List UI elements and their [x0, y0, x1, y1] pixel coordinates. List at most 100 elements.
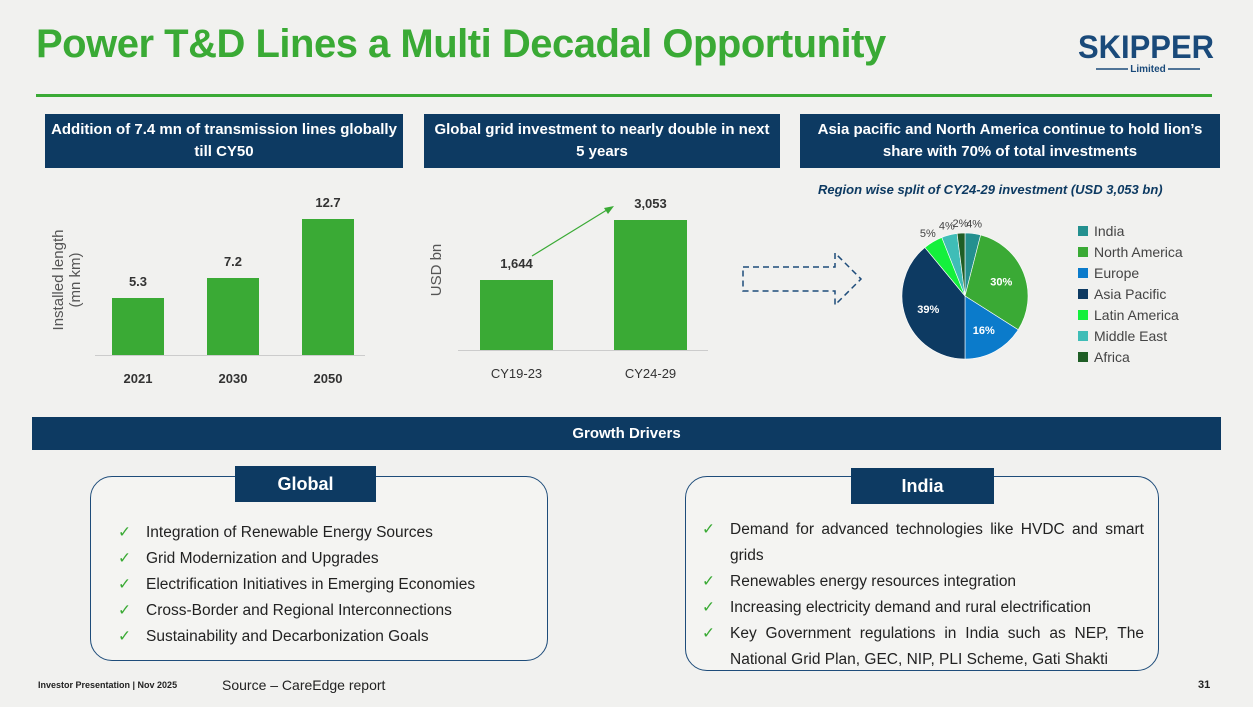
check-icon: ✓	[702, 625, 715, 642]
growth-arrow	[531, 206, 614, 257]
global-tab: Global	[235, 466, 376, 502]
driver-item: ✓ Increasing electricity demand and rural…	[702, 595, 1144, 621]
legend-label: North America	[1094, 243, 1183, 260]
bar-2030	[207, 277, 259, 355]
pie-data-label: 5%	[920, 228, 936, 240]
legend-item-asia-pacific: Asia Pacific	[1078, 283, 1183, 304]
check-icon: ✓	[702, 573, 715, 590]
category-label: 2021	[123, 371, 153, 386]
bar-value-label: 3,053	[634, 196, 667, 212]
legend-item-africa: Africa	[1078, 346, 1183, 367]
check-icon: ✓	[118, 602, 131, 619]
legend-swatch	[1078, 330, 1088, 341]
legend-label: Latin America	[1094, 306, 1179, 323]
legend-swatch	[1078, 267, 1088, 278]
chart2-axis	[458, 350, 708, 351]
chart2-ylabel: USD bn	[428, 243, 445, 297]
bar-value-label: 12.7	[315, 194, 341, 210]
header-grid-investment: Global grid investment to nearly double …	[424, 114, 780, 168]
driver-text: Renewables energy resources integration	[730, 573, 1017, 590]
check-icon: ✓	[702, 521, 715, 538]
driver-item: ✓ Renewables energy resources integration	[702, 569, 1144, 595]
pie-chart: 4%30%16%39%5%4%2%	[901, 218, 1029, 360]
driver-text: Grid Modernization and Upgrades	[146, 550, 379, 567]
check-icon: ✓	[118, 576, 131, 593]
legend-label: Asia Pacific	[1094, 285, 1167, 302]
driver-text: Sustainability and Decarbonization Goals	[146, 628, 429, 645]
india-list: ✓ Demand for advanced technologies like H…	[702, 517, 1144, 673]
source-note: Source – CareEdge report	[222, 677, 386, 693]
legend-item-north-america: North America	[1078, 241, 1183, 262]
pie-data-label: 4%	[939, 220, 955, 232]
pie-data-label: 39%	[917, 304, 939, 316]
footer-label: Investor Presentation | Nov 2025	[38, 680, 178, 690]
pie-slice-north-america	[964, 234, 1029, 331]
check-icon: ✓	[118, 550, 131, 567]
pie-slice-asia-pacific	[901, 247, 966, 360]
legend-swatch	[1078, 288, 1088, 299]
pie-data-label: 2%	[952, 218, 968, 230]
title-divider	[36, 94, 1212, 97]
chart1-ylabel: Installed length (mn km)	[50, 229, 84, 331]
svg-text:SKIPPER: SKIPPER	[1078, 29, 1214, 65]
category-label: CY24-29	[624, 366, 677, 381]
driver-text: Cross-Border and Regional Interconnectio…	[146, 602, 452, 619]
growth-drivers-banner: Growth Drivers	[32, 417, 1221, 450]
legend-label: Middle East	[1094, 327, 1168, 344]
driver-item: ✓ Demand for advanced technologies like H…	[702, 517, 1144, 569]
bar-2021	[112, 298, 164, 355]
header-transmission-lines: Addition of 7.4 mn of transmission lines…	[45, 114, 403, 168]
check-icon: ✓	[118, 524, 131, 541]
header-region-share: Asia pacific and North America continue …	[800, 114, 1220, 168]
driver-text: Integration of Renewable Energy Sources	[146, 524, 433, 541]
legend-item-latin-america: Latin America	[1078, 304, 1183, 325]
dashed-arrow-icon	[742, 251, 863, 307]
driver-text: Demand for advanced technologies like HV…	[730, 521, 1144, 564]
skipper-logo: SKIPPER Limited	[1078, 29, 1214, 74]
legend-swatch	[1078, 246, 1088, 257]
legend-item-middle-east: Middle East	[1078, 325, 1183, 346]
driver-item: ✓ Electrification Initiatives in Emerging…	[118, 572, 538, 598]
pie-legend: India North America Europe Asia Pacific Lati…	[1078, 220, 1183, 367]
page-title: Power T&D Lines a Multi Decadal Opportun…	[36, 22, 886, 66]
bar-CY24-29	[614, 220, 687, 350]
driver-item: ✓ Grid Modernization and Upgrades	[118, 546, 538, 572]
bar-value-label: 5.3	[128, 274, 148, 290]
legend-label: Africa	[1094, 348, 1130, 365]
category-label: CY19-23	[490, 366, 543, 381]
india-panel	[685, 476, 1159, 671]
pie-data-label: 4%	[966, 219, 982, 231]
legend-swatch	[1078, 225, 1088, 236]
driver-text: Electrification Initiatives in Emerging …	[146, 576, 476, 593]
legend-item-europe: Europe	[1078, 262, 1183, 283]
category-label: 2030	[218, 371, 248, 386]
pie-title: Region wise split of CY24-29 investment …	[818, 182, 1163, 197]
bar-value-label: 1,644	[500, 256, 533, 272]
page-number: 31	[1198, 679, 1211, 691]
pie-slice-africa	[956, 232, 966, 297]
svg-text:Limited: Limited	[1130, 64, 1166, 74]
check-icon: ✓	[118, 628, 131, 645]
legend-label: Europe	[1094, 264, 1140, 281]
driver-text: Increasing electricity demand and rural …	[730, 599, 1091, 616]
driver-item: ✓ Key Government regulations in India suc…	[702, 621, 1144, 673]
legend-item-india: India	[1078, 220, 1183, 241]
global-list: ✓ Integration of Renewable Energy Sources…	[118, 520, 538, 650]
bar-CY19-23	[480, 280, 553, 350]
pie-slice-europe	[964, 295, 1019, 360]
legend-label: India	[1094, 222, 1125, 239]
legend-swatch	[1078, 309, 1088, 320]
pie-data-label: 16%	[973, 325, 995, 337]
driver-item: ✓ Sustainability and Decarbonization Goal…	[118, 624, 538, 650]
check-icon: ✓	[702, 599, 715, 616]
pie-data-label: 30%	[990, 277, 1012, 289]
driver-item: ✓ Integration of Renewable Energy Sources	[118, 520, 538, 546]
driver-item: ✓ Cross-Border and Regional Interconnecti…	[118, 598, 538, 624]
category-label: 2050	[313, 371, 343, 386]
global-panel	[90, 476, 548, 661]
driver-text: Key Government regulations in India such…	[730, 625, 1144, 668]
bar-value-label: 7.2	[223, 253, 243, 269]
legend-swatch	[1078, 351, 1088, 362]
bar-2050	[302, 218, 354, 355]
chart1-axis	[95, 355, 365, 356]
